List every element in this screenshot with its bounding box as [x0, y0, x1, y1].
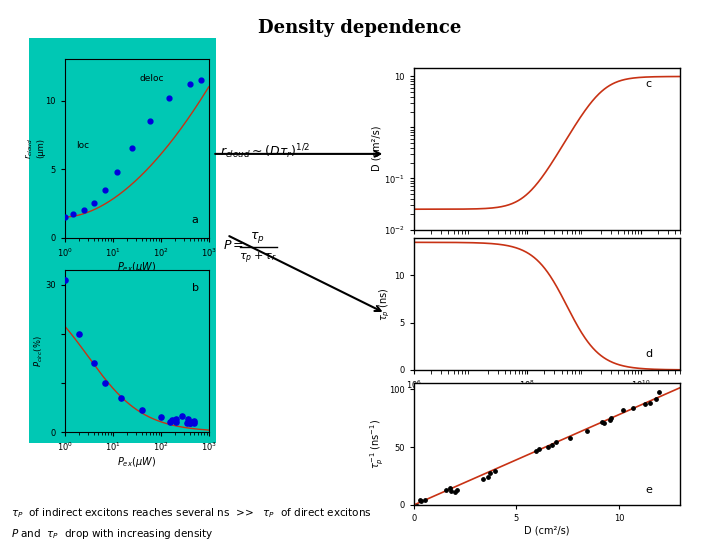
- Point: [73, 329, 85, 338]
- Text: loc: loc: [76, 141, 89, 151]
- Point: [111, 167, 122, 176]
- Point: [184, 419, 195, 428]
- Y-axis label: $r_{cloud}$
(μm): $r_{cloud}$ (μm): [23, 138, 45, 159]
- Point: [170, 417, 181, 426]
- Point: [597, 417, 608, 426]
- Point: [627, 403, 639, 412]
- Point: [489, 466, 500, 475]
- Point: [606, 414, 617, 423]
- Point: [181, 418, 193, 427]
- Point: [145, 117, 156, 125]
- Text: $\tau_p + \tau_r$: $\tau_p + \tau_r$: [239, 251, 276, 266]
- Point: [59, 213, 71, 221]
- Point: [445, 483, 456, 492]
- Y-axis label: $P_{circ}$(%): $P_{circ}$(%): [32, 335, 45, 367]
- Point: [618, 405, 629, 414]
- Point: [170, 415, 181, 424]
- X-axis label: $P_{ex}(\mu W)$: $P_{ex}(\mu W)$: [117, 260, 156, 274]
- Point: [99, 185, 111, 194]
- Point: [181, 414, 193, 423]
- Point: [166, 416, 178, 425]
- Point: [59, 275, 71, 284]
- Point: [155, 413, 166, 422]
- Point: [164, 417, 176, 426]
- Point: [176, 412, 188, 421]
- Y-axis label: D (cm²/s): D (cm²/s): [372, 126, 382, 171]
- X-axis label: $P_{ex}(\mu W)$: $P_{ex}(\mu W)$: [117, 455, 156, 469]
- Text: e: e: [646, 485, 652, 495]
- Point: [184, 418, 196, 427]
- X-axis label: $n_b$ (cm$^{-2}$): $n_b$ (cm$^{-2}$): [523, 394, 571, 409]
- Point: [543, 442, 554, 451]
- X-axis label: D (cm²/s): D (cm²/s): [524, 526, 570, 536]
- Point: [414, 495, 426, 504]
- Point: [530, 447, 541, 456]
- Point: [581, 426, 593, 435]
- Y-axis label: $\tau_p^{-1}$ (ns$^{-1}$): $\tau_p^{-1}$ (ns$^{-1}$): [369, 419, 387, 469]
- Point: [411, 502, 423, 510]
- Point: [654, 387, 665, 396]
- Point: [88, 359, 99, 368]
- Point: [551, 438, 562, 447]
- Point: [126, 144, 138, 153]
- Point: [99, 379, 111, 387]
- Text: $P = $: $P = $: [223, 239, 244, 252]
- Text: a: a: [192, 215, 199, 225]
- Point: [419, 496, 431, 504]
- Point: [415, 496, 427, 505]
- Y-axis label: $\tau_p$ (ns): $\tau_p$ (ns): [377, 287, 392, 321]
- Point: [445, 487, 456, 496]
- Point: [644, 398, 655, 407]
- Text: $P$ and  $\tau_P$  drop with increasing density: $P$ and $\tau_P$ drop with increasing de…: [11, 527, 213, 540]
- Point: [68, 210, 79, 219]
- Point: [605, 415, 616, 424]
- Point: [598, 418, 610, 427]
- Point: [188, 417, 199, 426]
- Point: [163, 93, 175, 102]
- Point: [449, 488, 461, 496]
- Point: [188, 418, 199, 427]
- Text: $\tau_P$  of indirect excitons reaches several ns  >>   $\tau_P$  of direct exci: $\tau_P$ of indirect excitons reaches se…: [11, 507, 372, 521]
- Text: d: d: [646, 349, 653, 359]
- Point: [534, 445, 545, 454]
- Text: $\tau_p$: $\tau_p$: [251, 230, 265, 245]
- Point: [650, 394, 662, 403]
- Text: Density dependence: Density dependence: [258, 19, 462, 37]
- Point: [477, 474, 489, 483]
- Point: [482, 473, 494, 482]
- Text: b: b: [192, 283, 199, 293]
- Point: [184, 80, 195, 89]
- Point: [484, 469, 495, 477]
- Point: [136, 406, 148, 414]
- Point: [440, 485, 451, 494]
- Point: [78, 206, 90, 214]
- Point: [88, 199, 99, 208]
- Text: c: c: [646, 79, 652, 89]
- Point: [186, 417, 198, 426]
- Point: [639, 400, 651, 408]
- Text: deloc: deloc: [140, 74, 164, 83]
- Point: [196, 76, 207, 84]
- Point: [546, 441, 557, 449]
- Point: [169, 415, 181, 424]
- Point: [115, 393, 127, 402]
- Point: [451, 485, 463, 494]
- Point: [564, 434, 576, 443]
- Text: $r_{cloud} \sim (D\tau_r)^{1/2}$: $r_{cloud} \sim (D\tau_r)^{1/2}$: [220, 142, 310, 160]
